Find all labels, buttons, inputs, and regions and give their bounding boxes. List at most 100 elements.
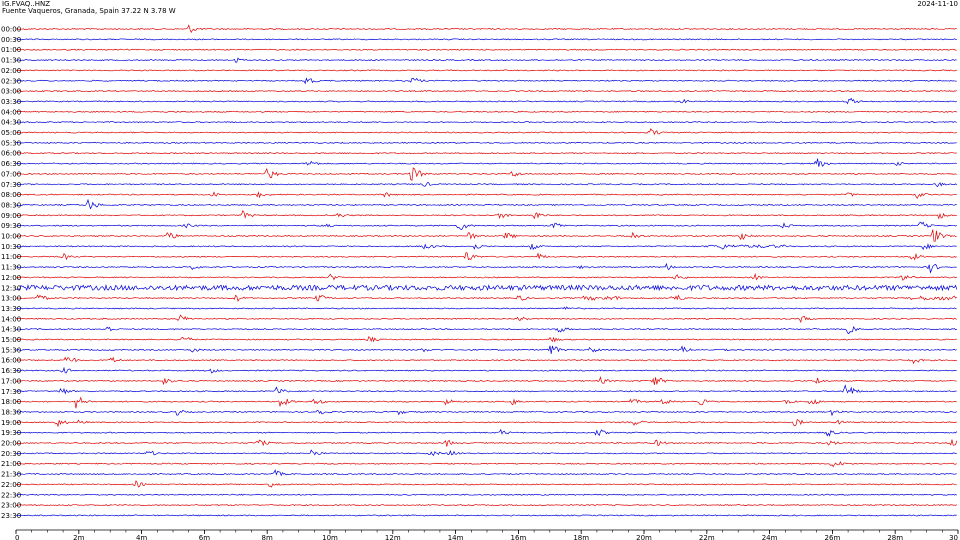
trace-row <box>15 356 957 365</box>
trace-row <box>15 221 957 231</box>
row-time-label: 16:30 <box>1 367 21 375</box>
row-time-label: 17:30 <box>1 388 21 396</box>
row-label-group: 00:00 00:30 01:00 01:30 02:00 02:30 03:00 03:30… <box>1 26 21 520</box>
trace-row <box>15 57 957 63</box>
row-time-label: 21:30 <box>1 471 21 479</box>
row-time-label: 23:00 <box>1 502 21 510</box>
row-time-label: 13:00 <box>1 295 21 303</box>
trace-row <box>15 314 957 324</box>
row-time-label: 06:00 <box>1 150 21 158</box>
x-tick-label: 30 <box>949 534 958 540</box>
trace-row <box>15 396 957 409</box>
trace-row <box>15 48 957 51</box>
trace-row <box>15 345 957 354</box>
row-time-label: 05:00 <box>1 129 21 137</box>
row-time-label: 01:00 <box>1 46 21 54</box>
row-time-label: 10:30 <box>1 243 21 251</box>
trace-group <box>15 24 958 517</box>
trace-row <box>15 272 958 281</box>
row-time-label: 08:30 <box>1 201 21 209</box>
trace-row <box>15 336 957 343</box>
trace-row <box>15 294 958 302</box>
trace-row <box>15 283 958 292</box>
station-label: IG.FVAQ..HNZ <box>2 0 51 8</box>
x-tick-label: 28m <box>887 534 903 540</box>
x-tick-label: 20m <box>636 534 652 540</box>
trace-row <box>15 493 958 496</box>
x-tick-label: 14m <box>448 534 464 540</box>
row-time-label: 15:30 <box>1 346 21 354</box>
row-time-label: 09:00 <box>1 212 21 220</box>
x-tick-label: 10m <box>322 534 338 540</box>
trace-row <box>15 77 957 85</box>
trace-row <box>15 191 957 200</box>
location-label: Fuente Vaqueros, Granada, Spain 37.22 N … <box>2 7 176 15</box>
trace-row <box>15 38 957 41</box>
x-tick-label: 22m <box>699 534 715 540</box>
trace-row <box>15 366 957 374</box>
trace-row <box>15 376 957 386</box>
row-time-label: 16:00 <box>1 357 21 365</box>
trace-row <box>15 306 957 310</box>
trace-row <box>15 449 957 457</box>
trace-row <box>15 69 958 72</box>
trace-row <box>16 504 958 507</box>
row-time-label: 18:30 <box>1 408 21 416</box>
x-tick-label: 24m <box>762 534 778 540</box>
row-time-label: 20:00 <box>1 440 21 448</box>
row-time-label: 07:30 <box>1 181 21 189</box>
date-label: 2024-11-10 <box>917 0 958 8</box>
x-tick-label: 0 <box>15 534 19 540</box>
row-time-label: 11:00 <box>1 253 21 261</box>
row-time-label: 15:00 <box>1 336 21 344</box>
x-tick-label: 8m <box>262 534 273 540</box>
row-time-label: 02:00 <box>1 67 21 75</box>
trace-row <box>15 229 957 242</box>
trace-row <box>15 439 958 447</box>
x-tick-label: 4m <box>136 534 147 540</box>
row-time-label: 00:30 <box>1 36 21 44</box>
row-time-label: 20:30 <box>1 450 21 458</box>
trace-row <box>15 110 957 113</box>
trace-row <box>15 181 958 188</box>
trace-row <box>15 152 957 155</box>
row-time-label: 18:00 <box>1 398 21 406</box>
row-time-label: 17:00 <box>1 377 21 385</box>
trace-row <box>15 243 957 251</box>
trace-row <box>15 384 957 395</box>
row-time-label: 06:30 <box>1 160 21 168</box>
trace-row <box>15 24 957 34</box>
x-tick-label: 6m <box>199 534 210 540</box>
trace-row <box>15 418 957 428</box>
trace-row <box>15 469 957 477</box>
trace-row <box>15 90 957 93</box>
x-tick-label: 12m <box>385 534 401 540</box>
trace-row <box>15 121 957 124</box>
trace-row <box>15 158 957 167</box>
x-tick-label: 26m <box>825 534 841 540</box>
trace-row <box>15 167 957 181</box>
row-time-label: 22:30 <box>1 491 21 499</box>
row-time-label: 07:00 <box>1 170 21 178</box>
trace-row <box>15 461 957 468</box>
trace-row <box>15 141 957 144</box>
x-tick-label: 2m <box>73 534 84 540</box>
trace-row <box>15 97 958 105</box>
row-time-label: 19:30 <box>1 429 21 437</box>
row-time-label: 14:30 <box>1 326 21 334</box>
trace-row <box>15 252 957 261</box>
row-time-label: 04:30 <box>1 119 21 127</box>
row-time-label: 23:30 <box>1 512 21 520</box>
trace-row <box>15 128 957 136</box>
trace-row <box>15 325 957 335</box>
row-time-label: 05:30 <box>1 139 21 147</box>
row-time-label: 11:30 <box>1 264 21 272</box>
row-time-label: 08:00 <box>1 191 21 199</box>
row-time-label: 03:30 <box>1 98 21 106</box>
row-time-label: 21:00 <box>1 460 21 468</box>
row-time-label: 04:00 <box>1 108 21 116</box>
trace-row <box>15 262 957 274</box>
row-time-label: 01:30 <box>1 57 21 65</box>
row-time-label: 22:00 <box>1 481 21 489</box>
